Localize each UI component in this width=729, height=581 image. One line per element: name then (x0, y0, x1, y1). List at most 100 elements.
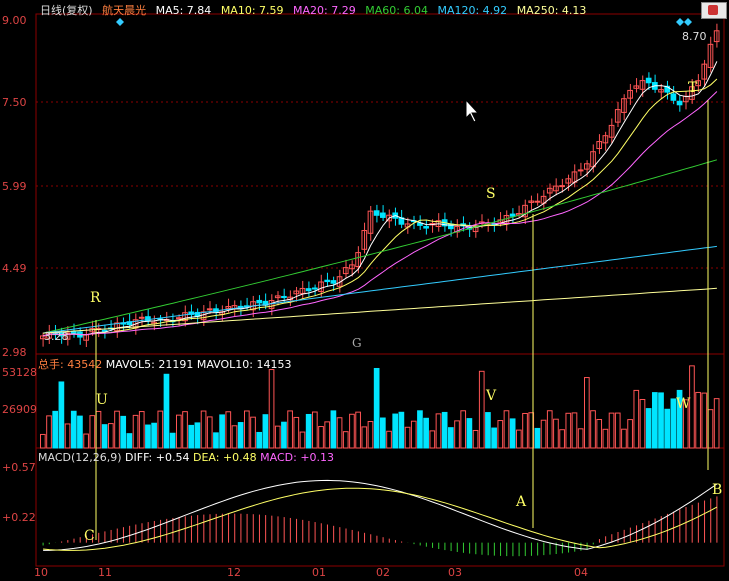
volume-bar (231, 425, 238, 449)
annotation-r: R (90, 290, 101, 306)
ma250-label: MA250: 4.13 (516, 4, 587, 17)
macd-diff: DIFF: +0.54 (125, 451, 190, 464)
volume-bar (274, 425, 281, 449)
volume-bar (163, 373, 170, 449)
volume-bar (608, 412, 615, 449)
ma120-label: MA120: 4.92 (437, 4, 508, 17)
volume-header: 总手: 43542 MAVOL5: 21191 MAVOL10: 14153 (38, 356, 291, 372)
candle-body (281, 295, 287, 299)
candle-body (645, 77, 652, 84)
annotation-t: T (688, 80, 698, 96)
low-price-mark: 3.28 (44, 330, 69, 343)
volume-bar (287, 410, 293, 449)
volume-bar (516, 429, 522, 449)
volume-bar (256, 431, 263, 449)
candle-body (293, 290, 300, 295)
candle-body (349, 264, 355, 270)
volume-bar (83, 433, 89, 449)
volume-bar (658, 392, 664, 449)
volume-bar (577, 428, 584, 449)
volume-tick-mid: 26909 (2, 403, 37, 416)
diamond-icon (676, 18, 684, 26)
mavol5: MAVOL5: 21191 (105, 358, 194, 371)
candle-body (577, 169, 584, 172)
stock-name: 航天晨光 (102, 4, 147, 17)
volume-bar (472, 429, 479, 449)
annotation-s: S (486, 186, 496, 202)
volume-bar (293, 416, 300, 449)
volume-bar (689, 365, 695, 449)
window-control-icon[interactable] (701, 2, 727, 19)
volume-bar (250, 416, 256, 449)
candle-body (423, 226, 429, 229)
volume-bar (52, 410, 59, 449)
volume-bar (281, 421, 287, 449)
candle-body (206, 308, 213, 311)
volume-bar (95, 410, 102, 449)
candle-body (701, 63, 708, 80)
macd-dea: DEA: +0.48 (192, 451, 257, 464)
volume-bar (200, 410, 207, 449)
volume-bar (713, 398, 720, 449)
candle-body (40, 335, 46, 340)
volume-bar (244, 410, 250, 449)
volume-bar (138, 411, 145, 449)
mavol10: MAVOL10: 14153 (196, 358, 292, 371)
volume-bar (435, 413, 442, 449)
volume-bar (478, 370, 485, 449)
candle-body (318, 281, 324, 292)
volume-bar (534, 427, 541, 449)
period-label[interactable]: 日线(复权) (40, 4, 93, 17)
candle-body (689, 86, 695, 100)
annotation-v: V (486, 388, 497, 404)
volume-bar (676, 389, 683, 449)
volume-bar (707, 409, 714, 449)
volume-bar (318, 426, 324, 449)
volume-bar (182, 411, 188, 449)
ma-line (42, 91, 718, 337)
ma-line (42, 61, 718, 337)
volume-bar (559, 429, 565, 449)
volume-bar (120, 415, 127, 449)
candle-body (602, 135, 609, 144)
volume-bar (237, 422, 244, 449)
volume-bar (108, 423, 114, 449)
candle-body (101, 329, 108, 332)
annotation-b: B (712, 482, 723, 498)
candle-body (176, 317, 182, 320)
candle-body (584, 163, 590, 170)
diamond-icon (684, 18, 692, 26)
volume-bar (695, 391, 701, 449)
volume-bar (584, 377, 590, 449)
volume-bar (540, 419, 547, 449)
volume-bar (194, 422, 201, 449)
ma-line (43, 245, 717, 334)
volume-bar (627, 419, 633, 449)
volume-bar (652, 392, 658, 449)
volume-bar (268, 369, 275, 449)
volume-bar (40, 433, 46, 449)
volume-bar (213, 432, 219, 449)
volume-bar (571, 412, 578, 449)
volume-bar (664, 408, 671, 449)
volume-bar (77, 415, 83, 449)
ma20-label: MA20: 7.29 (293, 4, 356, 17)
volume-tick-max: 53128 (2, 366, 37, 379)
volume-bar (565, 412, 572, 449)
candle-body (664, 85, 671, 93)
ma5-label: MA5: 7.84 (155, 4, 212, 17)
candle-body (182, 312, 188, 322)
volume-bar (429, 430, 436, 449)
price-panel-frame (35, 13, 725, 355)
candle-body (330, 280, 337, 284)
volume-bar (546, 410, 553, 449)
candle-body (670, 93, 677, 101)
candle-body (621, 98, 627, 113)
volume-bar (404, 426, 411, 449)
volume-bar (89, 415, 96, 449)
volume-bar (645, 408, 652, 449)
volume-bar (64, 423, 71, 449)
volume-bar (522, 412, 528, 449)
macd-panel-frame (35, 447, 725, 567)
